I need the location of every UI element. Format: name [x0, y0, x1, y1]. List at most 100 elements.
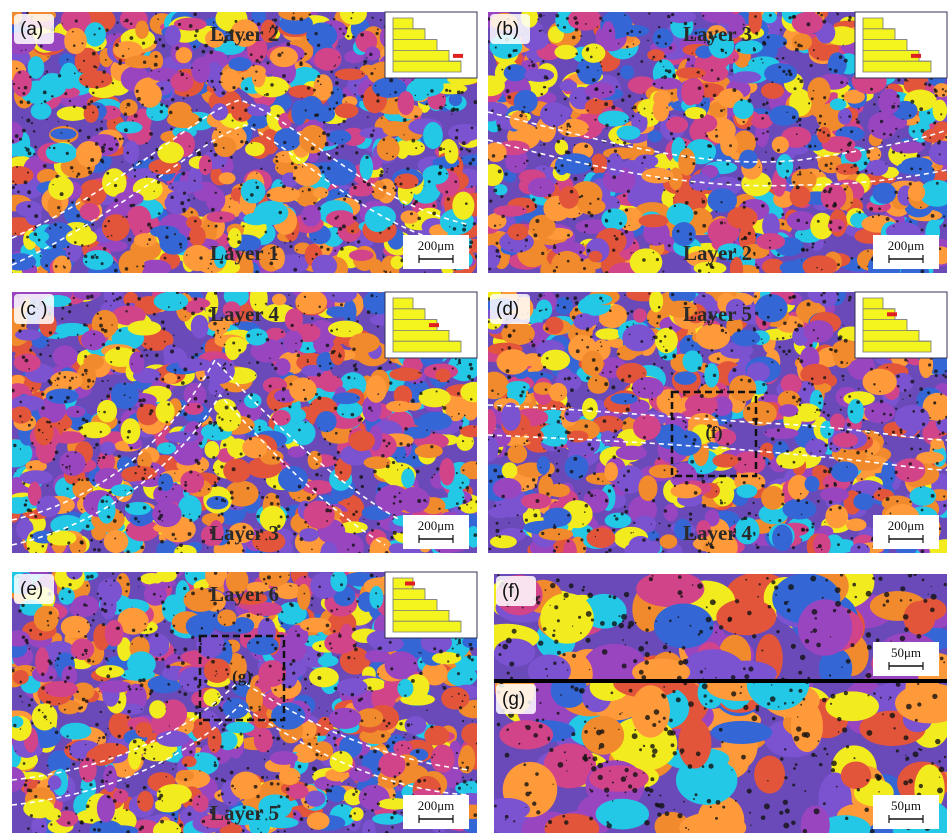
- pore: [151, 70, 153, 72]
- pore: [357, 397, 358, 398]
- pore: [848, 296, 851, 299]
- pore: [314, 114, 317, 117]
- pore: [902, 119, 903, 120]
- pore: [508, 54, 512, 58]
- pore: [101, 146, 105, 150]
- grain: [120, 99, 138, 116]
- pore: [557, 304, 559, 306]
- pore: [130, 22, 133, 25]
- pore: [337, 377, 338, 378]
- pore: [526, 439, 529, 442]
- pore: [213, 335, 215, 337]
- pore: [331, 91, 334, 94]
- pore: [897, 78, 900, 81]
- pore: [822, 300, 826, 304]
- pore: [83, 60, 85, 62]
- pore: [766, 101, 769, 104]
- pore: [143, 61, 146, 64]
- pore: [850, 410, 853, 413]
- pore: [411, 444, 413, 446]
- pore: [487, 40, 490, 43]
- pore: [307, 454, 309, 456]
- pore: [371, 410, 373, 412]
- pore: [612, 175, 616, 179]
- pore: [144, 343, 146, 345]
- pore: [294, 166, 297, 169]
- pore: [58, 337, 60, 339]
- pore: [14, 233, 16, 235]
- pore: [848, 299, 851, 302]
- pore: [671, 372, 674, 375]
- pore: [55, 380, 56, 381]
- pore: [134, 169, 136, 171]
- pore: [259, 455, 261, 457]
- pore: [366, 57, 367, 58]
- grain: [83, 250, 114, 270]
- pore: [810, 344, 813, 347]
- pore: [386, 171, 388, 173]
- pore: [538, 14, 542, 18]
- pore: [759, 478, 761, 480]
- grain: [285, 308, 303, 331]
- pore: [538, 294, 542, 298]
- pore: [488, 548, 491, 551]
- grain: [174, 545, 197, 559]
- grain: [864, 402, 895, 423]
- pore: [848, 115, 851, 118]
- grain: [536, 299, 552, 319]
- grain: [817, 281, 838, 307]
- grain: [66, 229, 97, 246]
- pore: [585, 224, 589, 228]
- pore: [519, 114, 523, 118]
- pore: [799, 359, 803, 363]
- pore: [828, 190, 831, 193]
- pore: [179, 543, 183, 547]
- pore: [333, 18, 336, 21]
- pore: [85, 261, 87, 263]
- pore: [608, 160, 611, 163]
- grain: [48, 176, 73, 200]
- grain: [327, 130, 351, 144]
- pore: [762, 132, 764, 134]
- pore: [298, 497, 299, 498]
- pore: [537, 19, 539, 21]
- pore: [823, 189, 827, 193]
- pore: [802, 249, 805, 252]
- pore: [216, 393, 217, 394]
- pore: [47, 344, 49, 346]
- pore: [464, 414, 466, 416]
- pore: [395, 139, 397, 141]
- pore: [30, 418, 33, 421]
- pore: [438, 508, 440, 510]
- grain: [460, 425, 484, 437]
- pore: [114, 137, 116, 139]
- pore: [621, 98, 624, 101]
- pore: [12, 186, 15, 189]
- pore: [533, 513, 537, 517]
- grain: [484, 142, 506, 162]
- pore: [837, 13, 840, 16]
- pore: [720, 109, 723, 112]
- grain: [28, 56, 45, 79]
- pore: [656, 42, 658, 44]
- pore: [633, 43, 635, 45]
- pore: [12, 180, 14, 182]
- pore: [34, 515, 37, 518]
- pore: [84, 435, 87, 438]
- pore: [806, 249, 809, 252]
- pore: [565, 150, 569, 154]
- pore: [386, 465, 390, 469]
- pore: [361, 95, 364, 98]
- pore: [247, 334, 251, 338]
- pore: [753, 252, 756, 255]
- pore: [624, 400, 626, 402]
- pore: [825, 204, 828, 207]
- pore: [765, 169, 766, 170]
- pore: [386, 153, 388, 155]
- pore: [363, 519, 364, 520]
- grain: [653, 99, 670, 122]
- pore: [561, 395, 562, 396]
- pore: [781, 223, 784, 226]
- grain: [349, 430, 375, 451]
- pore: [814, 145, 816, 147]
